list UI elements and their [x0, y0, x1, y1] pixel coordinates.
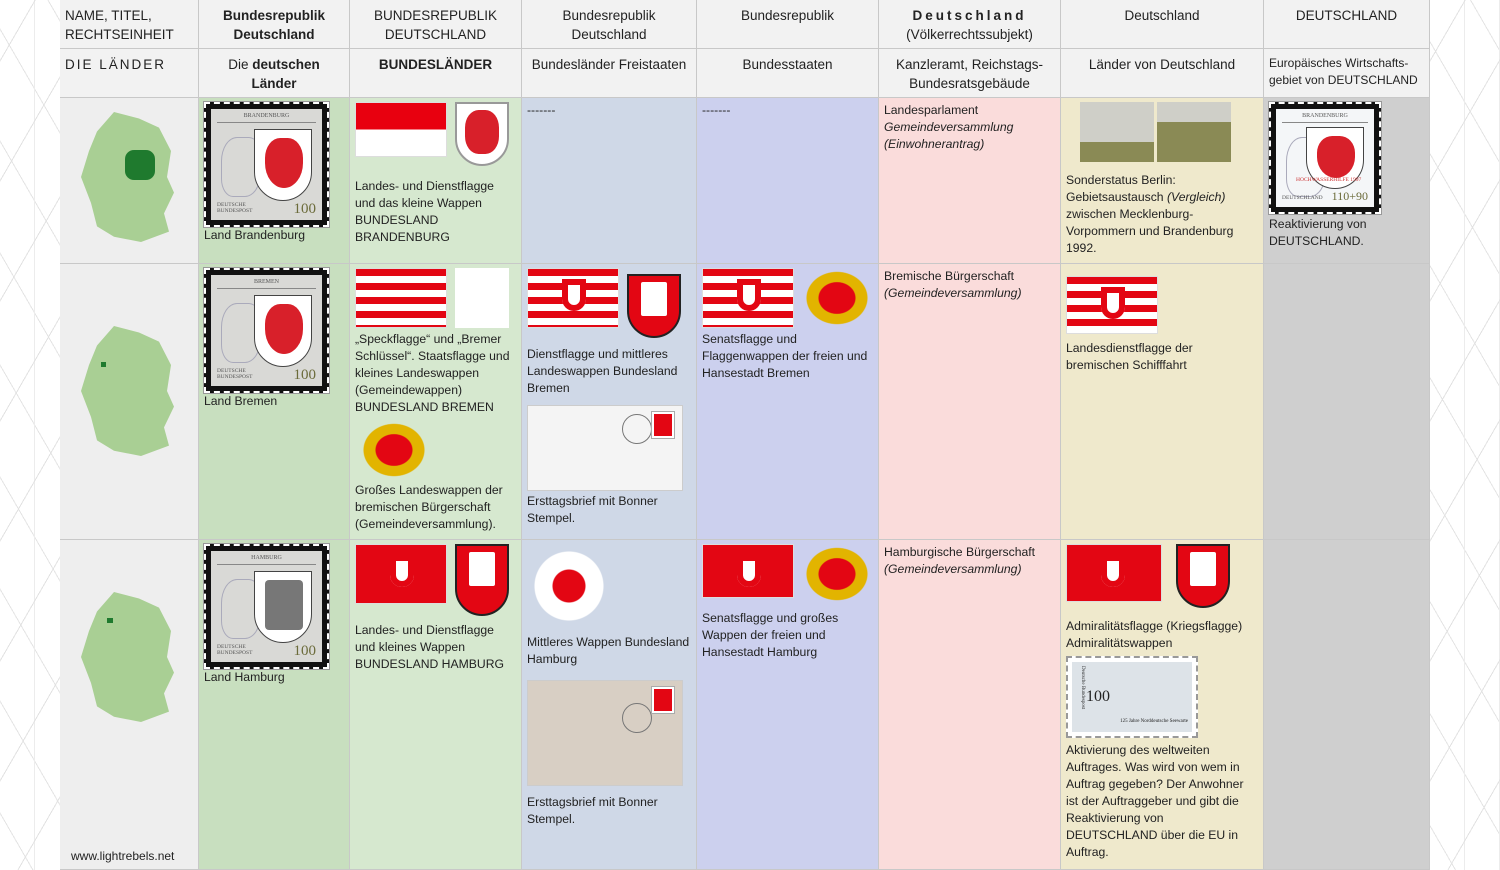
shipping-cell-bremen: Landesdienstflagge der bremischen Schiff…	[1061, 264, 1264, 540]
caption: „Speckflagge“ und „Bremer Schlüssel“. St…	[355, 332, 510, 414]
land-label: Land Bremen	[204, 394, 278, 408]
caption: Ersttagsbrief mit Bonner Stempel.	[527, 795, 658, 826]
parliament-note: Gemeindeversammlung (Einwohnerantrag)	[884, 120, 1014, 151]
flag-brandenburg	[355, 102, 447, 157]
coat-of-arms-hamburg	[455, 544, 509, 616]
stamp-cell-brandenburg: BRANDENBURG DEUTSCHE BUNDESPOST 100 Land B…	[199, 98, 350, 264]
mittleres-wappen-hamburg	[527, 544, 611, 628]
parliament-cell: Hamburgische Bürgerschaft (Gemeindeversam…	[879, 540, 1061, 870]
laender-table: NAME, TITEL, RECHTSEINHEIT Bundesrepubli…	[60, 0, 1430, 870]
berlin-maps	[1066, 102, 1258, 168]
coat-of-arms-brandenburg	[455, 102, 509, 166]
admiralitaetsflagge	[1066, 544, 1162, 602]
header2-col2-b: deutschen Länder	[251, 57, 320, 91]
flaggenwappen-bremen	[802, 268, 872, 328]
header2-col7: Länder von Deutschland	[1061, 49, 1264, 98]
header2-col5: Bundesstaaten	[697, 49, 879, 98]
senate-cell-hamburg: Senatsflagge und großes Wappen der freie…	[697, 540, 879, 870]
caption: Admiralitätsflagge (Kriegsflagge) Admira…	[1066, 619, 1243, 650]
map-hamburg: www.lightrebels.net	[60, 540, 199, 870]
admiralitaetswappen	[1176, 544, 1230, 608]
header-col4: Bundesrepublik Deutschland	[522, 0, 697, 49]
header2-col2-a: Die	[228, 57, 253, 72]
stamp-brandenburg: BRANDENBURG DEUTSCHE BUNDESPOST 100	[203, 101, 330, 228]
berlin-cell: Sonderstatus Berlin: Gebietsaustausch (V…	[1061, 98, 1264, 264]
empty-cell	[1264, 540, 1430, 870]
header2-col2: Die deutschen Länder	[199, 49, 350, 98]
header2-col8: Europäisches Wirtschafts-gebiet von DEUT…	[1264, 49, 1430, 98]
header-col6: Deutschland (Völkerrechtssubjekt)	[879, 0, 1061, 49]
caption: Senatsflagge und Flaggenwappen der freie…	[702, 332, 868, 380]
parliament-cell: Bremische Bürgerschaft (Gemeindeversammlu…	[879, 264, 1061, 540]
header-col2: Bundesrepublik Deutschland	[199, 0, 350, 49]
flags-cell-bremen: „Speckflagge“ und „Bremer Schlüssel“. St…	[350, 264, 522, 540]
header-col8: DEUTSCHLAND	[1264, 0, 1430, 49]
stamp-seewarte: 100 Deutsche Bundespost 125 Jahre Norddeut…	[1066, 656, 1198, 738]
empty-dash: -------	[697, 98, 879, 264]
wappen-cell-hamburg: Mittleres Wappen Bundesland Hamburg Erst…	[522, 540, 697, 870]
decorative-pattern-left	[0, 0, 60, 870]
admiralty-cell: Admiralitätsflagge (Kriegsflagge) Admira…	[1061, 540, 1264, 870]
header-col3: BUNDESREPUBLIK DEUTSCHLAND	[350, 0, 522, 49]
header2-col6: Kanzleramt, Reichstags-Bundesratsgebäude	[879, 49, 1061, 98]
caption: Landesdienstflagge der bremischen Schiff…	[1066, 341, 1193, 372]
flag-hamburg	[355, 544, 447, 604]
caption: Mittleres Wappen Bundesland Hamburg	[527, 635, 690, 666]
header2-col4: Bundesländer Freistaaten	[522, 49, 697, 98]
parliament-cell: Landesparlament Gemeindeversammlung (Einw…	[879, 98, 1061, 264]
senatsflagge-bremen	[702, 268, 794, 328]
stamp-hochwasserhilfe: BRANDENBURG HOCHWASSERHILFE 1997 DEUTSCHLA…	[1268, 101, 1382, 215]
header-col6-title: Deutschland	[912, 8, 1027, 23]
first-day-cover-hamburg	[527, 680, 683, 786]
header2-col3: BUNDESLÄNDER	[350, 49, 522, 98]
caption: Landes- und Dienstflagge und kleines Wap…	[355, 623, 504, 671]
land-label: Land Hamburg	[204, 670, 285, 684]
large-coat-of-arms-bremen	[359, 420, 429, 480]
dienstflagge-bremen	[527, 268, 619, 328]
senatsflagge-hamburg	[702, 544, 794, 598]
caption: Reaktivierung von DEUTSCHLAND.	[1269, 217, 1367, 248]
stamp-cell-bremen: BREMEN DEUTSCHE BUNDESPOST 100 Land Bremen	[199, 264, 350, 540]
caption: Sonderstatus Berlin: Gebietsaustausch (V…	[1066, 173, 1234, 255]
website-footer: www.lightrebels.net	[71, 849, 175, 863]
caption: Landes- und Dienstflagge und das kleine …	[355, 179, 494, 244]
stamp-hamburg: HAMBURG DEUTSCHE BUNDESPOST 100	[203, 543, 330, 670]
caption: Großes Landeswappen der bremischen Bürge…	[355, 483, 503, 531]
speckflagge	[355, 268, 447, 328]
bremer-schluessel-icon	[455, 268, 509, 328]
land-label: Land Brandenburg	[204, 228, 305, 242]
parliament-name: Hamburgische Bürgerschaft	[884, 545, 1036, 559]
parliament-name: Landesparlament	[884, 103, 979, 117]
flags-cell-hamburg: Landes- und Dienstflagge und kleines Wap…	[350, 540, 522, 870]
parliament-note: (Gemeindeversammlung)	[884, 562, 1022, 576]
caption: Aktivierung des weltweiten Auftrages. Wa…	[1066, 743, 1244, 859]
caption: Senatsflagge und großes Wappen der freie…	[702, 611, 839, 659]
caption: Dienstflagge und mittleres Landeswappen …	[527, 347, 678, 395]
empty-cell	[1264, 264, 1430, 540]
service-flag-cell-bremen: Dienstflagge und mittleres Landeswappen …	[522, 264, 697, 540]
first-day-cover-bremen	[527, 405, 683, 491]
header-die-laender: DIE LÄNDER	[60, 49, 199, 98]
stamp-bremen: BREMEN DEUTSCHE BUNDESPOST 100	[203, 267, 330, 394]
header-col5: Bundesrepublik	[697, 0, 879, 49]
parliament-name: Bremische Bürgerschaft	[884, 269, 1015, 283]
map-brandenburg	[60, 98, 199, 264]
grosses-wappen-hamburg	[802, 544, 872, 604]
mittleres-wappen-bremen	[627, 274, 681, 338]
parliament-note: (Gemeindeversammlung)	[884, 286, 1022, 300]
empty-dash: -------	[522, 98, 697, 264]
header-col6-sub: (Völkerrechtssubjekt)	[906, 27, 1033, 42]
senate-cell-bremen: Senatsflagge und Flaggenwappen der freie…	[697, 264, 879, 540]
header-col7: Deutschland	[1061, 0, 1264, 49]
header-name-title: NAME, TITEL, RECHTSEINHEIT	[60, 0, 199, 49]
stamp-cell-hamburg: HAMBURG DEUTSCHE BUNDESPOST 100 Land Hambu…	[199, 540, 350, 870]
reactivation-cell: BRANDENBURG HOCHWASSERHILFE 1997 DEUTSCHLA…	[1264, 98, 1430, 264]
caption: Ersttagsbrief mit Bonner Stempel.	[527, 494, 658, 525]
landesdienstflagge-schifffahrt	[1066, 276, 1158, 334]
decorative-pattern-right	[1430, 0, 1500, 870]
map-bremen	[60, 264, 199, 540]
flags-cell-brandenburg: Landes- und Dienstflagge und das kleine …	[350, 98, 522, 264]
